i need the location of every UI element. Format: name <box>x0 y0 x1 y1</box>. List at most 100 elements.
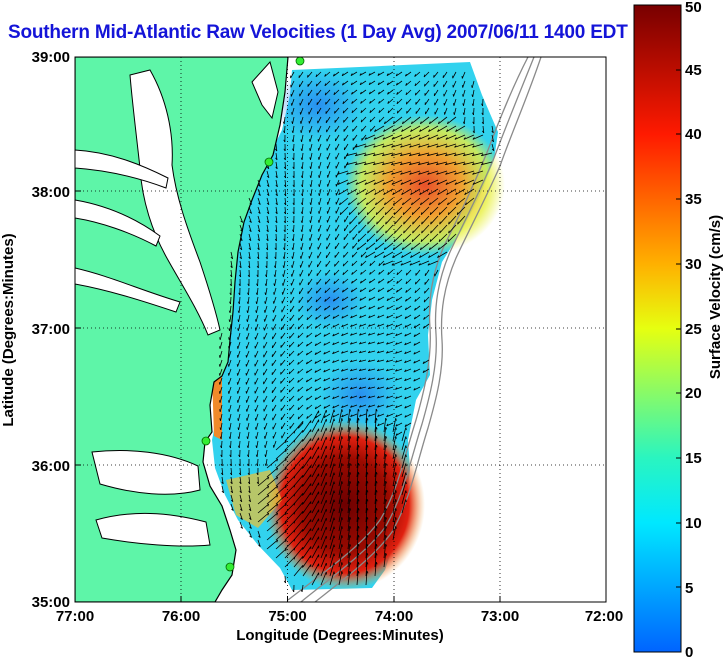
velocity-vector <box>289 413 295 420</box>
velocity-vector-head <box>364 153 367 156</box>
velocity-vector <box>393 116 403 125</box>
velocity-vector-head <box>445 162 448 165</box>
velocity-vector <box>359 287 367 293</box>
velocity-vector-head <box>302 556 304 559</box>
velocity-vector <box>239 260 242 268</box>
velocity-vector <box>351 98 358 104</box>
velocity-vector-head <box>300 229 303 233</box>
velocity-vector <box>402 242 412 251</box>
velocity-vector <box>343 116 349 123</box>
velocity-vector-head <box>256 481 259 485</box>
velocity-vector-head <box>395 342 398 345</box>
velocity-vector-head <box>258 220 261 223</box>
velocity-vector-head <box>276 521 279 525</box>
velocity-vector <box>323 341 331 346</box>
velocity-vector <box>272 413 277 421</box>
velocity-vector <box>395 71 403 77</box>
velocity-vector <box>248 530 252 538</box>
velocity-vector <box>338 553 343 568</box>
velocity-vector-head <box>337 172 340 175</box>
velocity-vector-head <box>288 398 291 402</box>
velocity-vector-head <box>230 481 233 485</box>
velocity-vector <box>256 440 259 448</box>
velocity-vector-head <box>448 230 450 234</box>
velocity-vector <box>374 435 377 451</box>
velocity-vector-head <box>292 166 295 170</box>
velocity-vector <box>463 107 466 115</box>
velocity-vector-head <box>472 182 475 185</box>
velocity-vector <box>323 359 331 364</box>
velocity-vector-head <box>359 395 362 399</box>
velocity-vector-head <box>409 263 412 266</box>
velocity-vector <box>310 206 313 214</box>
velocity-vector <box>280 332 286 339</box>
velocity-vector-head <box>375 212 378 215</box>
velocity-vector <box>374 125 385 132</box>
velocity-vector-head <box>292 229 294 233</box>
velocity-vector-head <box>275 193 278 197</box>
velocity-vector <box>423 314 430 320</box>
velocity-vector-head <box>341 526 343 529</box>
velocity-vector <box>302 519 312 532</box>
velocity-vector <box>413 368 421 373</box>
velocity-vector <box>351 260 358 267</box>
velocity-vector-head <box>229 454 232 458</box>
velocity-vector <box>302 438 312 451</box>
velocity-vector <box>311 446 320 460</box>
velocity-vector <box>325 251 331 259</box>
velocity-vector <box>315 71 322 78</box>
velocity-vector <box>281 422 286 430</box>
velocity-vector <box>383 251 394 258</box>
velocity-vector <box>309 233 313 241</box>
velocity-vector-head <box>293 520 296 524</box>
velocity-vector <box>281 431 286 439</box>
velocity-vector-head <box>405 298 407 302</box>
y-tick-label: 36:00 <box>32 458 70 475</box>
velocity-vector-head <box>358 359 362 363</box>
velocity-vector-head <box>377 423 380 427</box>
velocity-vector <box>374 444 377 460</box>
velocity-vector-head <box>248 499 251 503</box>
velocity-vector <box>332 323 340 328</box>
velocity-vector-head <box>428 192 431 195</box>
velocity-vector <box>401 436 407 451</box>
velocity-vector-head <box>306 416 308 419</box>
velocity-vector-head <box>429 212 432 215</box>
velocity-vector <box>246 404 250 412</box>
velocity-vector-head <box>376 359 380 363</box>
velocity-vector <box>329 481 335 496</box>
velocity-vector-head <box>395 454 397 457</box>
velocity-vector <box>290 296 295 304</box>
velocity-vector <box>318 224 322 232</box>
velocity-vector-head <box>383 129 386 132</box>
velocity-vector-head <box>365 255 368 258</box>
velocity-vector-head <box>395 472 397 475</box>
velocity-vector <box>335 188 340 196</box>
velocity-vector <box>401 454 407 469</box>
velocity-vector <box>329 454 335 469</box>
colorbar-tick-label: 0 <box>685 644 693 659</box>
velocity-vector <box>352 233 358 240</box>
velocity-vector-head <box>382 263 385 266</box>
velocity-vector <box>329 499 335 514</box>
velocity-vector <box>266 512 278 523</box>
velocity-vector <box>341 350 349 354</box>
velocity-vector <box>404 314 412 319</box>
velocity-vector <box>377 305 385 310</box>
velocity-vector-head <box>357 525 360 529</box>
velocity-vector <box>239 512 243 520</box>
velocity-vector <box>257 530 261 538</box>
velocity-vector <box>318 215 322 223</box>
velocity-vector-head <box>314 361 317 364</box>
velocity-vector-head <box>373 153 376 156</box>
velocity-vector <box>462 89 466 97</box>
velocity-vector-head <box>358 230 360 234</box>
velocity-vector-head <box>247 463 250 467</box>
velocity-vector <box>329 544 335 559</box>
velocity-vector <box>329 418 335 433</box>
velocity-vector-head <box>385 230 387 234</box>
velocity-vector-head <box>491 148 495 151</box>
velocity-vector <box>308 116 313 124</box>
velocity-vector <box>375 233 385 242</box>
velocity-vector <box>306 332 313 338</box>
